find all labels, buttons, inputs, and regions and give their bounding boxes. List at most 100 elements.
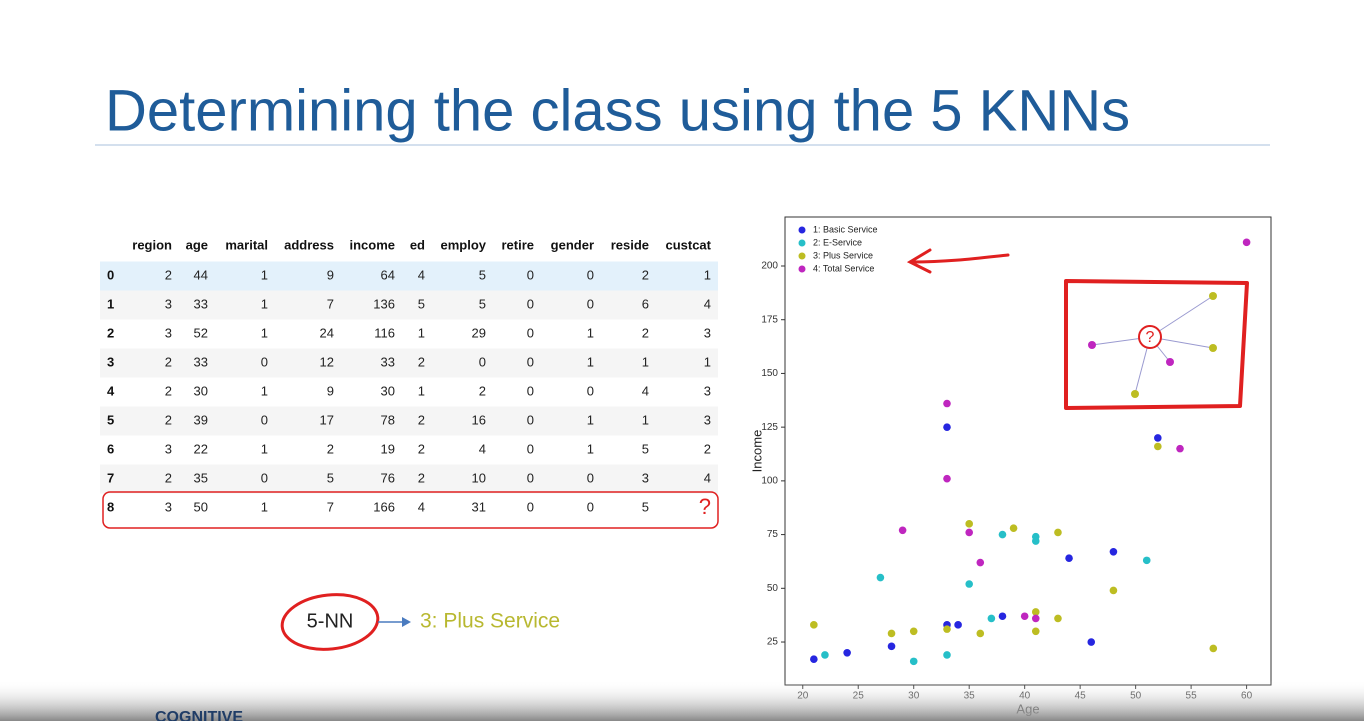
legend-label: 4: Total Service [813,263,874,273]
point [965,528,973,537]
table-cell: 0 [587,267,594,282]
point [1054,528,1062,537]
table-cell: 10 [472,470,486,485]
row-index: 1 [107,296,114,311]
table-cell: 0 [527,499,534,514]
column-header: employ [440,237,486,252]
table-cell: 33 [194,354,208,369]
point [998,530,1007,539]
table-cell: 0 [527,267,534,282]
table-cell: 2 [418,354,425,369]
row-highlight [100,261,718,291]
y-tick-label: 150 [761,368,778,379]
table-cell: 2 [165,354,172,369]
table-cell: 31 [472,499,486,514]
table-cell: 1 [261,296,268,311]
table-cell: 1 [261,325,268,340]
table-cell: 2 [165,383,172,398]
table-cell: 1 [587,354,594,369]
y-tick-label: 200 [761,261,778,272]
table-cell: 0 [527,441,534,456]
table-cell: 5 [642,499,649,514]
inset-query-label: ? [1146,329,1155,346]
table-cell: 39 [194,412,208,427]
legend-marker [798,252,806,260]
table-cell: 1 [261,383,268,398]
point [821,651,829,659]
point [1154,434,1162,442]
table-cell: 24 [320,325,334,340]
y-tick-label: 50 [767,583,779,594]
table-cell: 1 [418,325,425,340]
point [1054,614,1062,623]
row-index: 2 [107,325,114,340]
point [1209,644,1218,653]
point [998,612,1007,621]
table-cell: 1 [642,412,649,427]
table-cell: 0 [527,383,534,398]
column-header: region [132,237,172,252]
table-cell: 5 [642,441,649,456]
method-label: 5-NN [307,610,354,632]
table-cell: 2 [327,441,334,456]
point [943,399,951,408]
y-tick-label: 100 [761,476,778,487]
table-cell: ? [699,494,711,519]
point [876,573,885,582]
table-cell: 2 [165,470,172,485]
point [887,642,896,651]
point [1176,444,1184,453]
row-index: 5 [107,412,114,427]
table-cell: 1 [587,325,594,340]
y-axis-label: Income [749,430,764,473]
table-cell: 33 [194,296,208,311]
point [887,629,896,638]
point [909,657,918,666]
row-index: 6 [107,441,114,456]
logo-text: COGNITIVE [155,709,243,721]
table-cell: 6 [642,296,649,311]
table-cell: 2 [165,412,172,427]
column-header: marital [225,237,268,252]
table-cell: 0 [261,354,268,369]
y-tick-label: 75 [767,529,779,540]
legend-marker [798,226,806,234]
table-cell: 2 [704,441,711,456]
point [810,621,818,629]
table-cell: 0 [527,325,534,340]
inset-box [1064,279,1249,410]
table-cell: 64 [381,267,395,282]
table-cell: 136 [373,296,395,311]
table-cell: 3 [642,470,649,485]
result-label: 3: Plus Service [420,610,560,633]
table-cell: 0 [587,383,594,398]
row-stripe [100,464,718,494]
legend-label: 2: E-Service [813,237,862,247]
column-header: age [186,237,208,252]
table-cell: 7 [327,499,334,514]
table-cell: 2 [418,412,425,427]
legend-label: 1: Basic Service [813,224,878,234]
table-cell: 4 [642,383,649,398]
table-cell: 1 [261,267,268,282]
row-index: 4 [107,383,115,398]
table-cell: 1 [704,267,711,282]
point [1009,524,1018,532]
column-header: gender [551,237,594,252]
point [1031,614,1040,623]
table-cell: 17 [320,412,334,427]
point [1242,238,1251,247]
column-header: reside [611,237,649,252]
table-cell: 4 [418,267,425,282]
legend-label: 3: Plus Service [813,250,873,260]
point [843,648,851,657]
point [1109,547,1118,556]
table-cell: 78 [381,412,395,427]
table-cell: 116 [374,325,395,340]
point [898,526,907,535]
point [965,520,973,528]
result-arrowhead [402,617,411,627]
table-cell: 4 [704,470,711,485]
